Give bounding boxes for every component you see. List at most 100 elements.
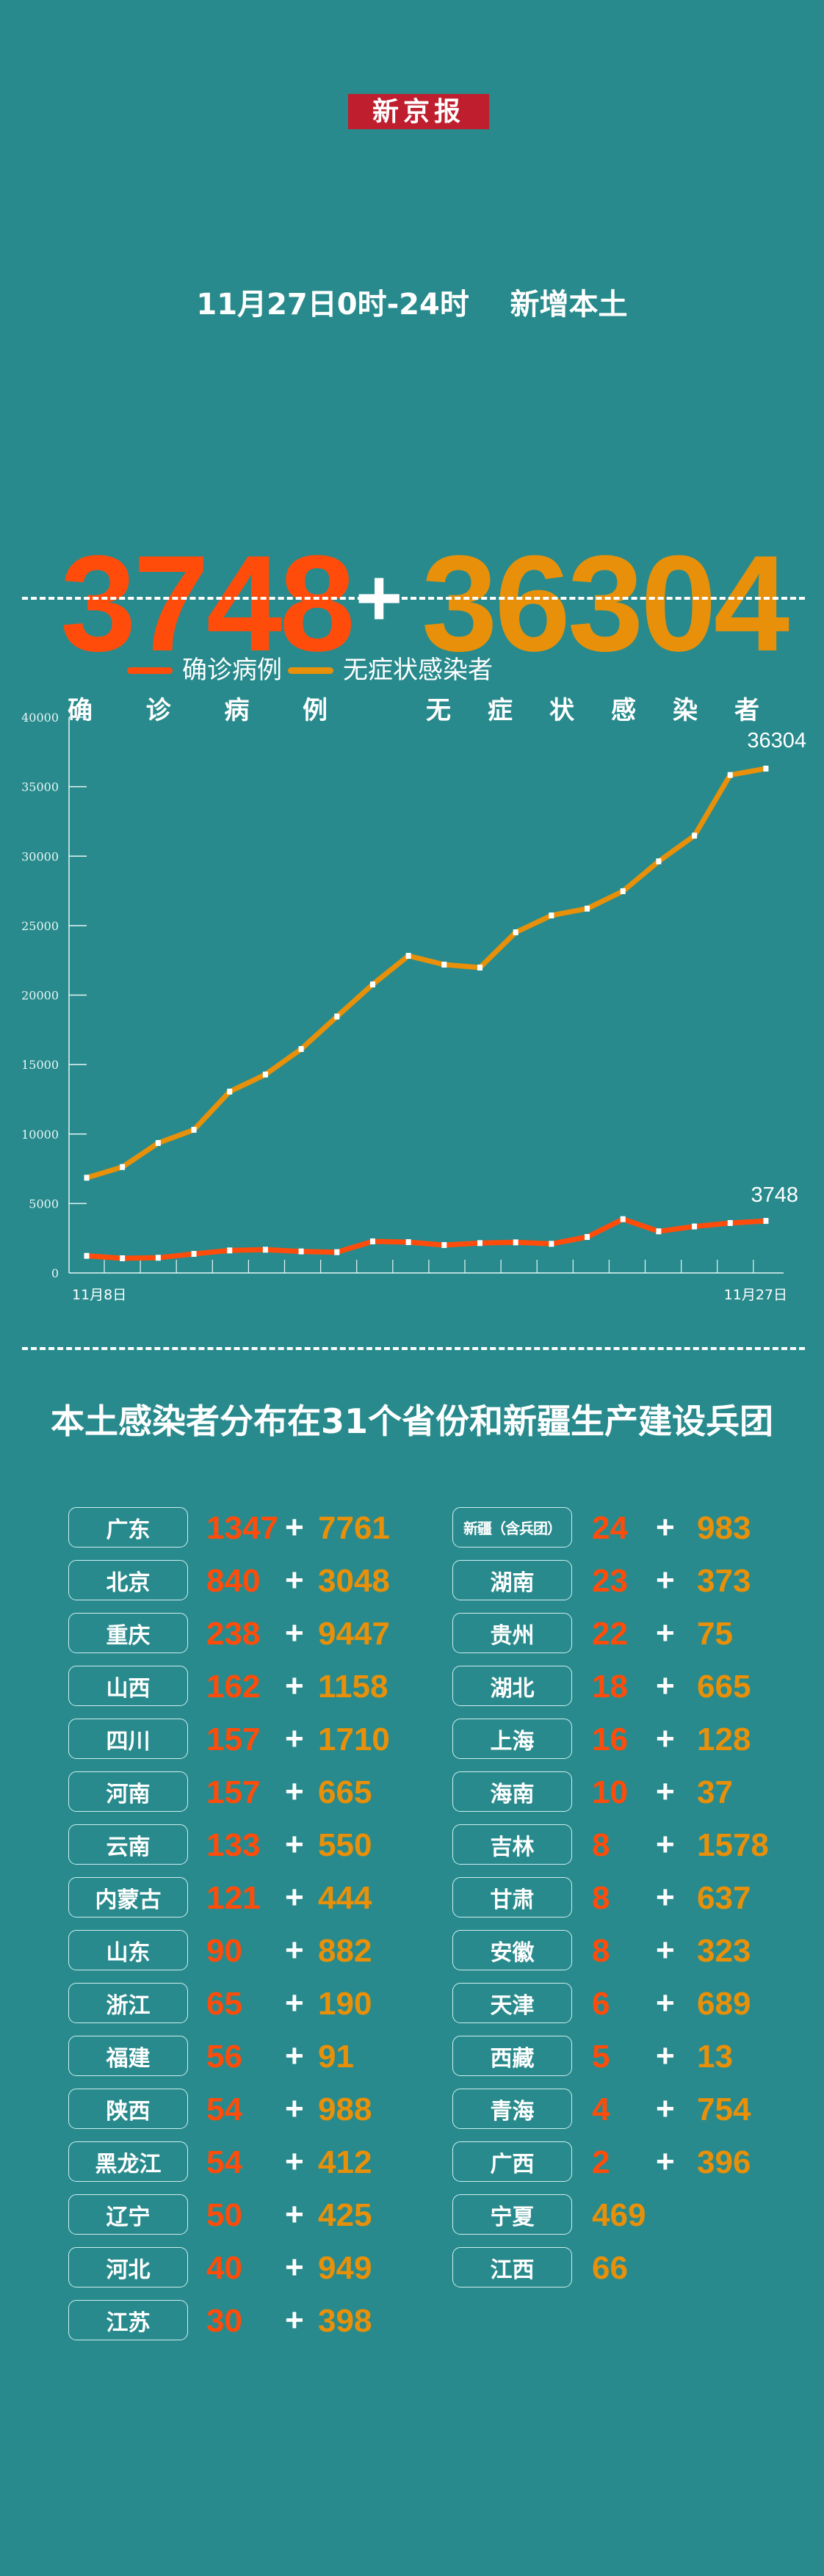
asymptomatic-count: 665 [697, 1669, 751, 1705]
confirmed-count: 162 [206, 1669, 261, 1705]
plus-sign: + [285, 1932, 304, 1968]
y-tick-label: 30000 [21, 849, 59, 863]
data-point-marker [477, 1240, 483, 1247]
data-point-marker [227, 1247, 233, 1254]
province-row: 甘肃 8 +637 [0, 1877, 824, 1919]
xinjingbao-logo: 新京报 [348, 94, 489, 129]
province-name: 广东 [68, 1507, 188, 1548]
asymptomatic-count: 754 [697, 2091, 751, 2127]
confirmed-count: 18 [592, 1669, 628, 1705]
data-point-marker [549, 1241, 554, 1247]
province-name: 安徽 [452, 1930, 572, 1970]
province-row: 西藏 5 +13 [0, 2036, 824, 2078]
y-tick-label: 10000 [21, 1128, 59, 1142]
confirmed-count: 30 [206, 2303, 242, 2339]
confirmed-count: 40 [206, 2250, 242, 2286]
plus-sign: + [656, 1562, 675, 1598]
province-row: 广东 1347 +7761 [0, 1507, 824, 1549]
label-char: 诊 [145, 696, 171, 725]
data-point-marker [620, 888, 626, 894]
label-char: 确 [68, 696, 93, 725]
confirmed-count: 157 [206, 1721, 261, 1757]
asymptomatic-count: 983 [697, 1510, 751, 1546]
data-point-marker [513, 929, 518, 935]
province-name: 陕西 [68, 2089, 188, 2129]
y-tick-label: 40000 [21, 711, 59, 725]
confirmed-count: 65 [206, 1986, 242, 2022]
province-name: 海南 [452, 1771, 572, 1812]
asymptomatic-count: 665 [318, 1774, 372, 1810]
confirmed-count: 8 [592, 1880, 610, 1916]
province-name: 天津 [452, 1983, 572, 2023]
confirmed-count: 54 [206, 2144, 242, 2180]
data-point-marker [405, 1239, 411, 1246]
data-point-marker [405, 952, 411, 959]
province-row: 陕西 54 +988 [0, 2089, 824, 2130]
province-row: 江西 66 [0, 2247, 824, 2289]
label-char: 状 [549, 696, 574, 725]
province-row: 北京 840 +3048 [0, 1560, 824, 1602]
plus-sign: + [656, 1509, 675, 1545]
province-name: 上海 [452, 1719, 572, 1759]
data-point-marker [477, 964, 483, 970]
data-point-marker [334, 1013, 340, 1020]
y-tick-label: 5000 [29, 1197, 59, 1211]
asymptomatic-count: 637 [697, 1880, 751, 1916]
confirmed-count: 24 [592, 1510, 628, 1546]
plus-sign: + [285, 1826, 304, 1862]
province-name: 西藏 [452, 2036, 572, 2076]
plus-sign: + [285, 1985, 304, 2021]
confirmed-count: 50 [206, 2197, 242, 2233]
confirmed-count: 54 [206, 2091, 242, 2127]
province-name: 福建 [68, 2036, 188, 2076]
province-name: 贵州 [452, 1613, 572, 1653]
confirmed-count: 22 [592, 1616, 628, 1652]
asymptomatic-count: 1158 [318, 1669, 388, 1705]
confirmed-count: 23 [592, 1563, 628, 1599]
province-row: 福建 56 +91 [0, 2036, 824, 2078]
data-point-marker [441, 1241, 447, 1248]
plus-sign: + [285, 2144, 304, 2180]
confirmed-count: 4 [592, 2091, 610, 2127]
plus-sign: + [656, 1826, 675, 1862]
plus-sign: + [285, 1879, 304, 1915]
legend-label: 确诊病例 [182, 656, 282, 685]
confirmed-label: 确 诊 病 例 [68, 696, 328, 725]
label-char: 感 [611, 696, 636, 725]
province-row: 贵州 22 +75 [0, 1613, 824, 1655]
line-chart: 0 5000 10000 15000 20000 25000 30000 35000 40000… [21, 711, 806, 1303]
y-tick-label: 35000 [21, 780, 59, 794]
confirmed-end-label: 3748 [751, 1183, 798, 1207]
province-name: 吉林 [452, 1824, 572, 1865]
data-point-marker [191, 1250, 197, 1257]
province-name: 广西 [452, 2141, 572, 2182]
plus-sign: + [285, 2038, 304, 2074]
y-tick-label: 15000 [21, 1058, 59, 1072]
data-point-marker [369, 982, 375, 988]
province-row: 辽宁 50 +425 [0, 2194, 824, 2236]
y-tick-label: 20000 [21, 989, 59, 1003]
data-point-marker [155, 1139, 161, 1146]
province-row: 浙江 65 +190 [0, 1983, 824, 2025]
province-name: 河南 [68, 1771, 188, 1812]
asymptomatic-label: 无 症 状 感 染 者 [426, 696, 759, 725]
data-point-marker [441, 961, 447, 968]
province-row: 天津 6 +689 [0, 1983, 824, 2025]
asymptomatic-count: 128 [697, 1721, 751, 1757]
confirmed-count: 157 [206, 1774, 261, 1810]
asymptomatic-count: 425 [318, 2197, 372, 2233]
plus-sign: + [656, 1721, 675, 1757]
confirmed-count: 16 [592, 1721, 628, 1757]
province-name: 青海 [452, 2089, 572, 2129]
asymptomatic-end-label: 36304 [747, 729, 806, 752]
province-name: 湖南 [452, 1560, 572, 1600]
dashed-divider [22, 597, 805, 600]
asymptomatic-line [84, 766, 769, 1180]
y-tick-label: 0 [51, 1266, 59, 1280]
asymptomatic-count: 396 [697, 2144, 751, 2180]
legend-swatch-confirmed [127, 667, 173, 674]
confirmed-count: 90 [206, 1933, 242, 1969]
confirmed-count: 5 [592, 2039, 610, 2075]
province-name: 云南 [68, 1824, 188, 1865]
asymptomatic-count: 550 [318, 1827, 372, 1863]
